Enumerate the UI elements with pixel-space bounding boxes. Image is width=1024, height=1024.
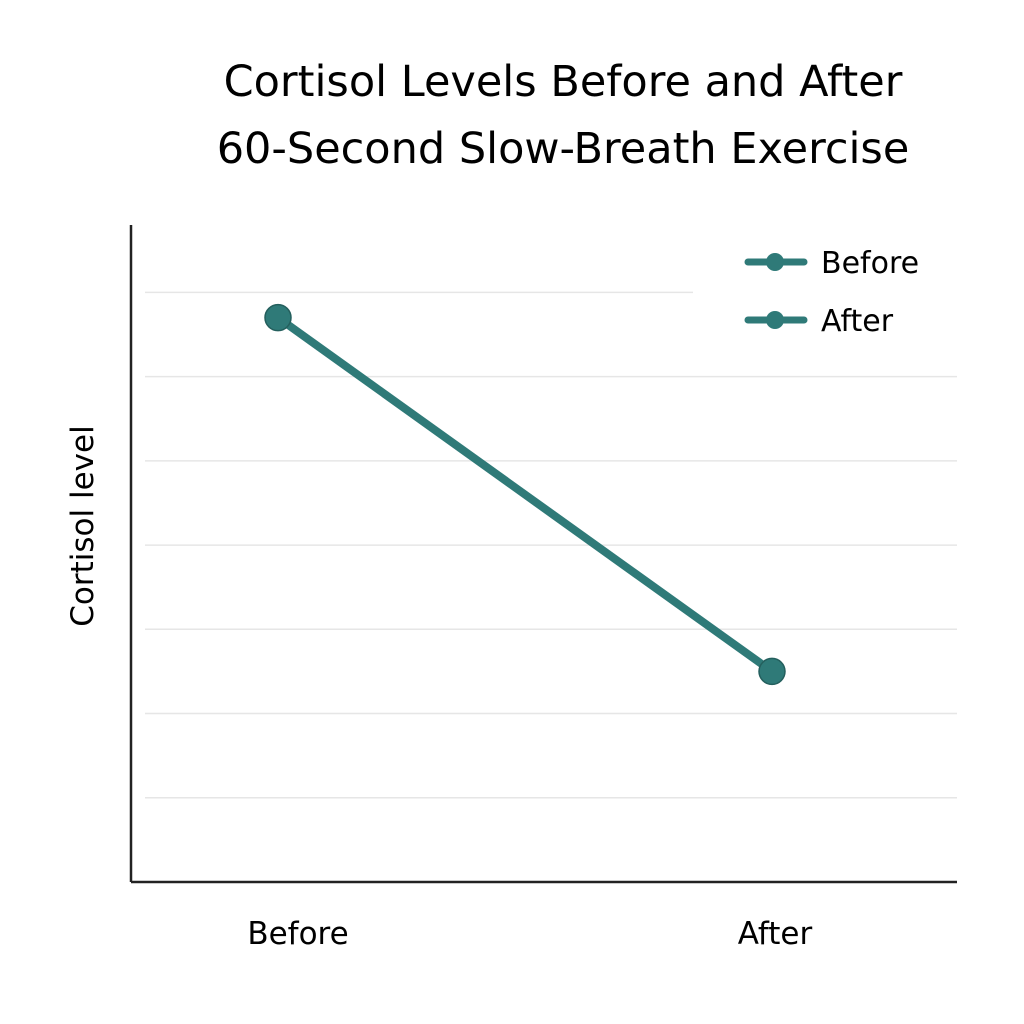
x-tick-label-before: Before (247, 916, 348, 952)
data-point-before (264, 303, 292, 332)
legend-marker-before (766, 253, 784, 271)
legend-entry-before: Before (744, 246, 919, 281)
legend-entry-after: After (744, 304, 894, 339)
legend: Before After (744, 246, 919, 339)
legend-label-before: Before (821, 246, 919, 281)
y-axis-label: Cortisol level (65, 425, 101, 626)
series-line (275, 314, 775, 675)
legend-marker-after (766, 311, 784, 329)
chart-title-line-1: Cortisol Levels Before and After (224, 57, 903, 107)
data-point-after (758, 657, 786, 686)
x-tick-label-after: After (738, 916, 813, 952)
chart-title-line-2: 60-Second Slow-Breath Exercise (217, 124, 910, 174)
legend-label-after: After (821, 304, 894, 339)
